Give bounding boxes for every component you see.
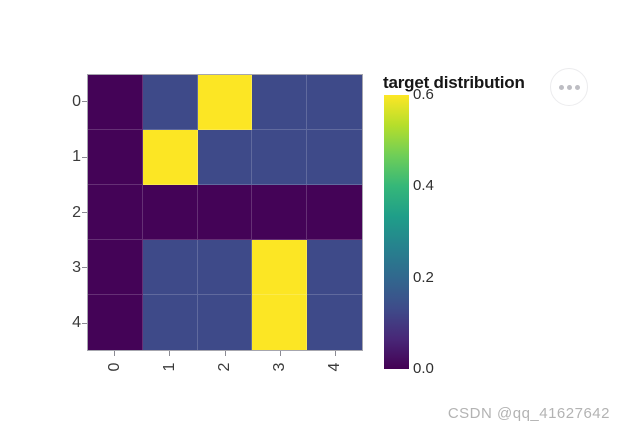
legend-title: target distribution [383,73,525,92]
x-tick-label-3: 3 [271,362,289,372]
heatmap-cell-r2c1 [142,185,198,240]
heatmap-cell-r4c1 [142,295,198,350]
heatmap-cell-r1c3 [252,130,308,185]
ellipsis-icon [558,84,564,90]
colorbar-tick-label-0.6: 0.6 [413,86,434,103]
heatmap-cell-r4c0 [88,295,143,350]
heatmap-cell-r4c2 [197,295,253,350]
colorbar [384,95,409,369]
y-tick-label-1: 1 [72,148,81,166]
y-tick-label-3: 3 [72,258,81,276]
heatmap-cell-r4c4 [307,295,362,350]
heatmap-cell-r2c3 [252,185,308,240]
heatmap-cell-r3c1 [142,240,198,295]
colorbar-tick-label-0.2: 0.2 [413,268,434,286]
heatmap-cell-r2c4 [307,185,362,240]
colorbar-tick-label-0.4: 0.4 [413,177,434,195]
x-tick-mark [334,351,336,356]
y-tick-label-0: 0 [72,92,81,110]
heatmap-cell-r1c0 [88,130,143,185]
heatmap-cell-r1c1 [142,130,198,185]
panel-menu-button[interactable] [550,68,588,106]
y-tick-mark [82,322,87,324]
heatmap [87,74,363,351]
x-tick-mark [114,351,116,356]
x-tick-label-1: 1 [160,362,178,372]
heatmap-cell-r2c0 [88,185,143,240]
x-tick-label-2: 2 [216,362,233,372]
ellipsis-icon [566,84,572,90]
y-tick-label-4: 4 [72,314,81,332]
y-tick-mark [82,267,87,269]
heatmap-cell-r0c1 [142,75,198,130]
x-tick-mark [224,351,226,356]
y-tick-mark [82,156,87,158]
heatmap-cell-r0c3 [252,75,308,130]
heatmap-cell-r3c3 [252,240,308,295]
heatmap-cell-r4c3 [252,295,308,350]
heatmap-cell-r0c0 [88,75,143,130]
x-tick-mark [169,351,171,356]
y-tick-mark [82,101,87,103]
heatmap-cell-r1c2 [197,130,253,185]
x-tick-label-0: 0 [105,362,123,372]
heatmap-cell-r3c0 [88,240,143,295]
y-tick-label-2: 2 [72,203,81,221]
y-tick-mark [82,212,87,213]
heatmap-cell-r2c2 [197,185,253,240]
x-tick-label-4: 4 [326,362,344,372]
heatmap-cell-r0c4 [307,75,362,130]
ellipsis-icon [574,84,580,90]
heatmap-cell-r0c2 [197,75,253,130]
watermark: CSDN @qq_41627642 [447,405,610,422]
heatmap-cell-r1c4 [307,130,362,185]
colorbar-tick-label-0.0: 0.0 [413,360,434,377]
heatmap-cell-r3c4 [307,240,362,295]
heatmap-cell-r3c2 [197,240,253,295]
x-tick-mark [279,351,281,356]
